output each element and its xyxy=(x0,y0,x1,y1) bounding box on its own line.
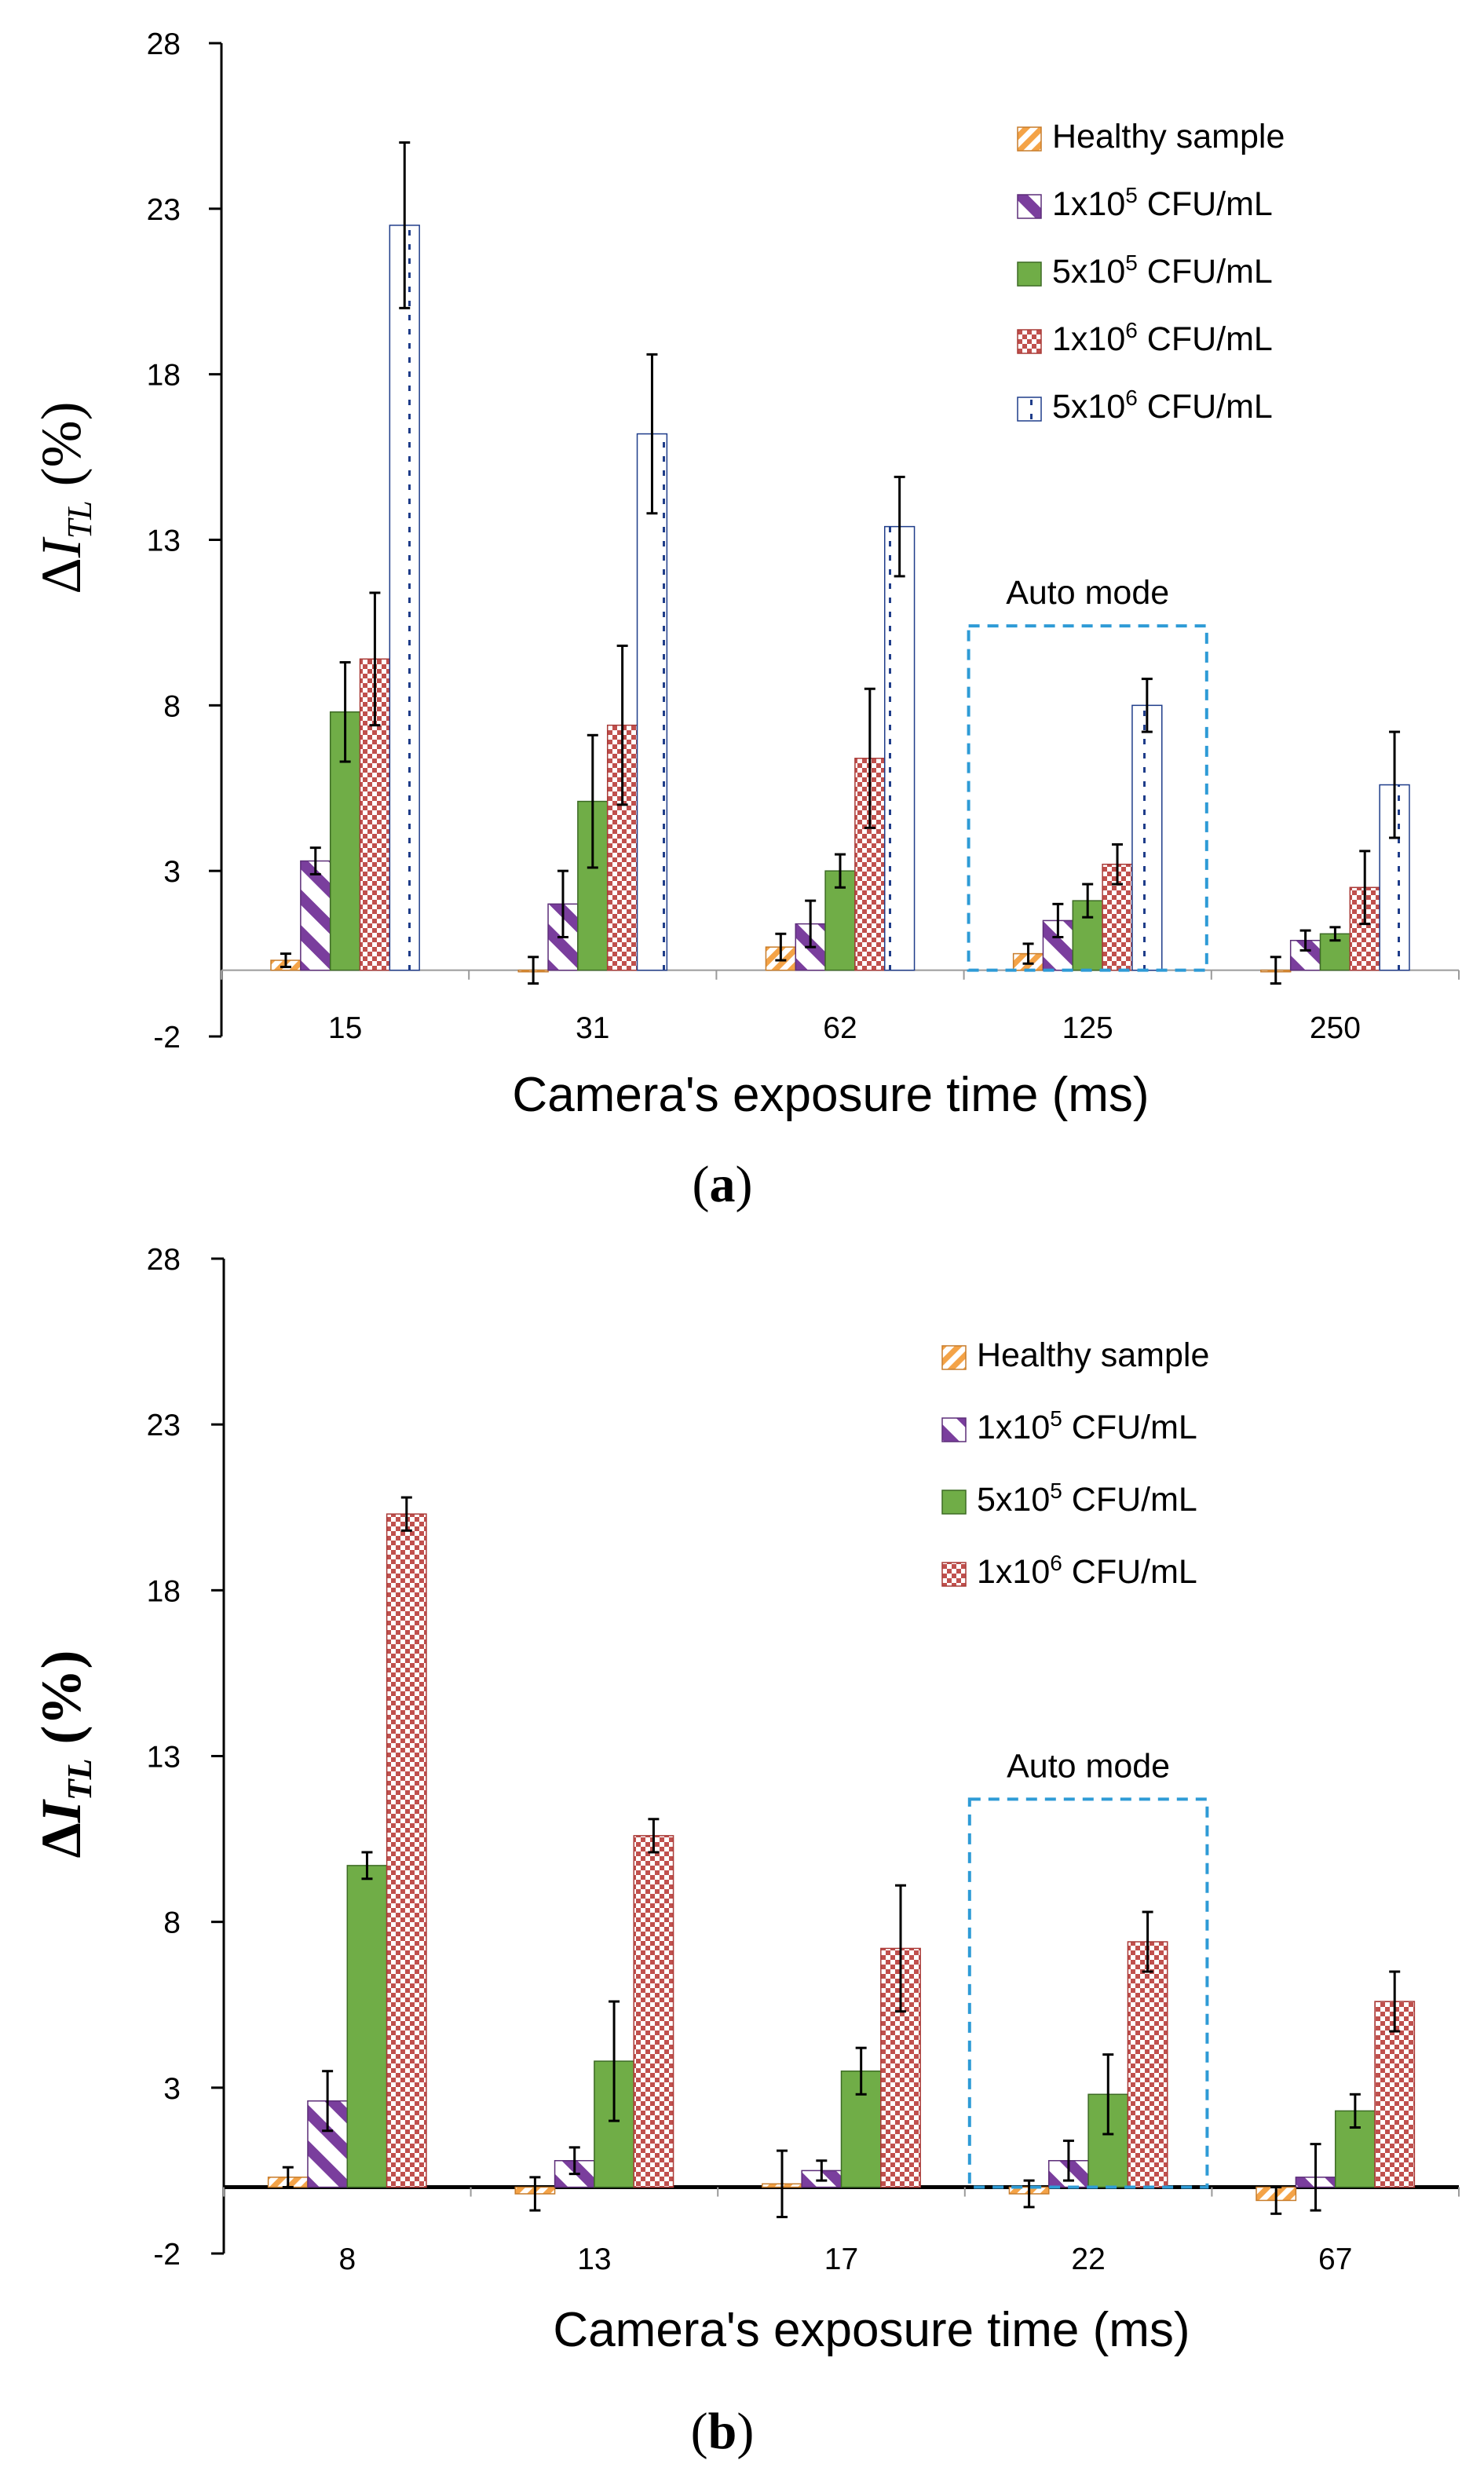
x-tick-label: 31 xyxy=(576,1011,609,1045)
legend-swatch-healthy xyxy=(941,1345,967,1370)
auto-mode-label: Auto mode xyxy=(1007,1747,1170,1785)
panel-a-label: (a) xyxy=(693,1156,753,1213)
legend-label-c1e6: 1x106 CFU/mL xyxy=(1052,318,1273,358)
legend-swatch-c1e6 xyxy=(1017,329,1042,354)
x-tick-label: 125 xyxy=(1062,1011,1113,1045)
y-tick-label: 28 xyxy=(147,27,181,61)
x-tick-label: 67 xyxy=(1318,2243,1352,2276)
y-tick-label: 18 xyxy=(147,1574,181,1608)
bar-c5e6 xyxy=(1379,784,1410,971)
y-tick-label: 28 xyxy=(147,1243,181,1277)
panel-a-y-delta: Δ xyxy=(30,557,93,594)
bar-c1e6 xyxy=(1127,1941,1168,2188)
y-tick-label: 13 xyxy=(147,1741,181,1775)
svg-text:ΔITL (%): ΔITL (%) xyxy=(30,1650,99,1859)
x-tick-label: 62 xyxy=(823,1011,857,1045)
legend-swatch-c1e6 xyxy=(941,1562,967,1587)
panel-b-y-I: I xyxy=(30,1798,93,1823)
y-tick-label: 23 xyxy=(147,193,181,227)
panel-b-y-sub: TL xyxy=(60,1759,99,1801)
y-tick-label: 8 xyxy=(163,1906,181,1940)
panel-a-y-I: I xyxy=(30,536,93,558)
x-tick-label: 250 xyxy=(1310,1011,1361,1045)
y-tick-label: -2 xyxy=(153,2238,181,2272)
legend-label-c1e5: 1x105 CFU/mL xyxy=(977,1406,1197,1446)
legend-swatch-c5e5 xyxy=(941,1490,967,1515)
panel-a-letter: a xyxy=(710,1156,736,1213)
svg-text:ΔITL (%): ΔITL (%) xyxy=(30,401,99,594)
panel-b-chart: -2 3 8 13 18 23 28 8 13 17 22 67 Auto mode Healthy … xyxy=(30,1243,1460,2460)
panel-a-auto-mode-box: Auto mode xyxy=(967,574,1208,972)
legend-label-c1e6: 1x106 CFU/mL xyxy=(977,1551,1197,1591)
y-tick-label: 3 xyxy=(163,855,181,889)
x-tick-label: 8 xyxy=(338,2243,356,2276)
panel-a-y-axis-title: ΔITL (%) xyxy=(30,401,99,594)
y-tick-label: -2 xyxy=(153,1021,181,1055)
panel-a-x-axis-title: Camera's exposure time (ms) xyxy=(512,1068,1149,1122)
legend-swatch-c5e5 xyxy=(1017,261,1042,287)
panel-b-y-axis-title: ΔITL (%) xyxy=(30,1650,99,1859)
panel-b-y-delta: Δ xyxy=(30,1822,93,1858)
auto-mode-label: Auto mode xyxy=(1006,574,1169,612)
legend-label-healthy: Healthy sample xyxy=(1052,118,1285,155)
panel-b-x-axis-title: Camera's exposure time (ms) xyxy=(553,2303,1190,2357)
auto-mode-box xyxy=(967,624,1208,972)
panel-b-bars xyxy=(267,1513,1416,2202)
panel-a-axes: -2 3 8 13 18 23 28 15 31 62 125 250 xyxy=(147,27,1460,1055)
bar-c1e5 xyxy=(300,860,331,971)
bar-c5e6 xyxy=(636,433,668,971)
legend-swatch-c1e5 xyxy=(941,1417,967,1442)
legend-label-c1e5: 1x105 CFU/mL xyxy=(1052,183,1273,223)
panel-a-chart: -2 3 8 13 18 23 28 15 31 62 125 250 Auto mode Healt… xyxy=(30,27,1460,1213)
x-tick-label: 17 xyxy=(824,2243,858,2276)
y-tick-label: 18 xyxy=(147,359,181,393)
bar-c5e6 xyxy=(883,525,916,971)
panel-a-legend: Healthy sample 1x105 CFU/mL 5x105 CFU/mL 1x… xyxy=(1017,118,1285,426)
bar-c1e6 xyxy=(386,1513,427,2188)
x-tick-label: 22 xyxy=(1071,2243,1105,2276)
y-tick-label: 23 xyxy=(147,1409,181,1442)
legend-label-c5e6: 5x106 CFU/mL xyxy=(1052,386,1273,426)
y-tick-label: 8 xyxy=(163,689,181,723)
panel-b-error-bars xyxy=(282,1496,1401,2219)
panel-b-y-unit: (%) xyxy=(30,1650,93,1759)
x-tick-label: 15 xyxy=(328,1011,362,1045)
legend-label-c5e5: 5x105 CFU/mL xyxy=(977,1479,1197,1519)
legend-swatch-c5e6 xyxy=(1017,397,1042,422)
legend-label-healthy: Healthy sample xyxy=(977,1336,1209,1374)
bar-c1e6 xyxy=(633,1835,674,2188)
legend-swatch-c1e5 xyxy=(1017,194,1042,219)
x-tick-label: 13 xyxy=(577,2243,611,2276)
auto-mode-box xyxy=(967,1797,1209,2189)
panel-b-letter: b xyxy=(708,2403,737,2460)
panel-b-label: (b) xyxy=(691,2403,755,2460)
panel-a-y-sub: TL xyxy=(60,500,99,539)
y-tick-label: 13 xyxy=(147,525,181,558)
panel-a-y-unit: (%) xyxy=(30,401,93,500)
bar-c5e5 xyxy=(346,1865,388,2188)
panel-a-error-bars xyxy=(280,141,1401,985)
panel-b-auto-mode-box: Auto mode xyxy=(967,1747,1209,2189)
y-tick-label: 3 xyxy=(163,2072,181,2106)
panel-b-legend: Healthy sample 1x105 CFU/mL 5x105 CFU/mL 1x… xyxy=(941,1336,1209,1591)
bar-c5e6 xyxy=(1131,704,1163,971)
legend-label-c5e5: 5x105 CFU/mL xyxy=(1052,250,1273,291)
bar-c5e6 xyxy=(389,225,420,971)
legend-swatch-healthy xyxy=(1017,126,1042,152)
